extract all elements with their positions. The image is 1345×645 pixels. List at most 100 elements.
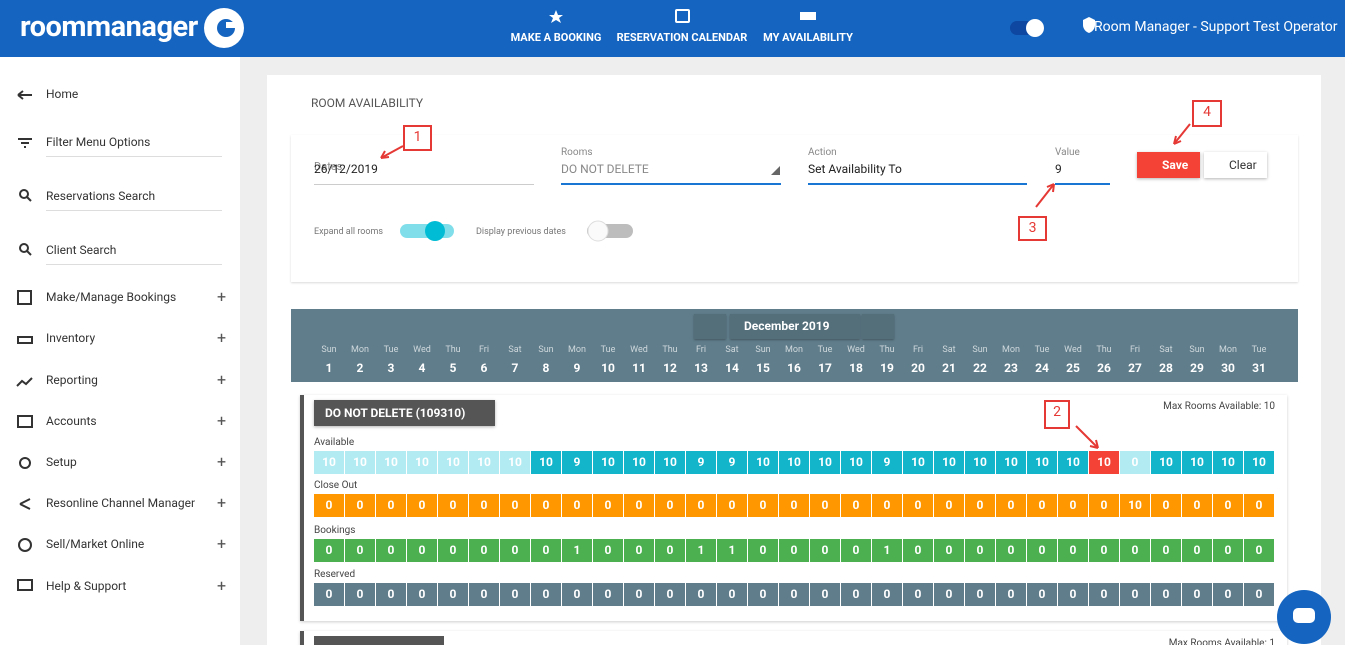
menu-item[interactable]: Resonline Channel Manager [46,496,196,510]
cell[interactable]: 0 [376,583,406,606]
room-name[interactable]: DO NOT DELETE (109310) [314,400,495,426]
cell[interactable]: 0 [1182,494,1212,517]
cell[interactable]: 0 [407,539,437,562]
cell[interactable]: 0 [1151,583,1181,606]
cell[interactable]: 0 [965,494,995,517]
cell[interactable]: 0 [934,539,964,562]
field-value[interactable]: 26/12/2019 [314,162,378,176]
cell[interactable]: 0 [1120,539,1150,562]
cell[interactable]: 10 [500,451,530,474]
cell[interactable]: 9 [562,451,592,474]
cell[interactable]: 0 [531,583,561,606]
cell[interactable]: 10 [810,451,840,474]
cell[interactable]: 10 [376,451,406,474]
cell[interactable]: 0 [1151,494,1181,517]
cell[interactable]: 9 [717,451,747,474]
menu-item[interactable]: Home [46,87,79,101]
cell[interactable]: 0 [531,494,561,517]
cell[interactable]: 0 [655,494,685,517]
cell[interactable]: 10 [345,451,375,474]
cell[interactable]: 1 [686,539,716,562]
cell[interactable]: 0 [779,494,809,517]
cell[interactable]: 10 [407,451,437,474]
cell[interactable]: 9 [686,451,716,474]
cell[interactable]: 0 [438,539,468,562]
cell[interactable]: 0 [872,494,902,517]
menu-item[interactable]: Client Search [46,243,117,257]
cell[interactable]: 0 [500,539,530,562]
cell[interactable]: 0 [1182,539,1212,562]
cell[interactable]: 0 [717,583,747,606]
cell[interactable]: 0 [562,583,592,606]
cell[interactable]: 9 [872,451,902,474]
cell[interactable]: 0 [934,583,964,606]
cell[interactable]: 0 [314,494,344,517]
cell[interactable]: 10 [1120,494,1150,517]
menu-item[interactable]: Reservations Search [46,189,156,203]
expand-icon[interactable]: + [217,411,227,430]
cell[interactable]: 0 [996,583,1026,606]
cell[interactable]: 0 [872,583,902,606]
cell[interactable]: 10 [1244,451,1274,474]
expand-icon[interactable]: + [217,534,227,553]
cell[interactable]: 0 [1027,583,1057,606]
cell[interactable]: 0 [779,583,809,606]
clear-button[interactable]: Clear [1204,152,1267,178]
cell[interactable]: 0 [345,583,375,606]
cell[interactable]: 0 [686,494,716,517]
cell[interactable]: 10 [1182,451,1212,474]
expand-icon[interactable]: + [217,328,227,347]
field-value[interactable]: Set Availability To [808,162,902,176]
cell[interactable]: 0 [1120,583,1150,606]
cell[interactable]: 10 [841,451,871,474]
cell[interactable]: 0 [1244,583,1274,606]
cell[interactable]: 0 [748,539,778,562]
cell[interactable]: 1 [562,539,592,562]
menu-item[interactable]: Inventory [46,331,96,345]
cell[interactable]: 0 [810,494,840,517]
cell[interactable]: 0 [1120,451,1150,474]
cell[interactable]: 10 [1058,451,1088,474]
cell[interactable]: 10 [965,451,995,474]
cell[interactable]: 10 [624,451,654,474]
field-value[interactable]: DO NOT DELETE [561,162,649,176]
cell[interactable]: 0 [500,583,530,606]
cell[interactable]: 10 [996,451,1026,474]
menu-item[interactable]: Help & Support [46,579,127,593]
cell[interactable]: 0 [345,494,375,517]
cell[interactable]: 0 [965,583,995,606]
expand-icon[interactable]: + [217,493,227,512]
cell[interactable]: 10 [469,451,499,474]
cell[interactable]: 10 [748,451,778,474]
cell[interactable]: 0 [965,539,995,562]
cell[interactable]: 10 [1213,451,1243,474]
cell[interactable]: 0 [531,539,561,562]
cell[interactable]: 0 [1027,494,1057,517]
cell[interactable]: 10 [655,451,685,474]
cell[interactable]: 0 [1244,539,1274,562]
cell[interactable]: 0 [376,539,406,562]
cell[interactable]: 0 [810,583,840,606]
cell[interactable]: 0 [903,539,933,562]
menu-item[interactable]: Accounts [46,414,97,428]
menu-item[interactable]: Sell/Market Online [46,537,145,551]
user-name[interactable]: Room Manager - Support Test Operator [1094,19,1338,35]
cell[interactable]: 10 [1089,451,1119,474]
cell[interactable]: 0 [407,494,437,517]
month-select[interactable]: December 2019 [730,314,860,339]
menu-item[interactable]: Filter Menu Options [46,135,151,149]
cell[interactable]: 0 [996,494,1026,517]
cell[interactable]: 0 [1213,494,1243,517]
cell[interactable]: 0 [779,539,809,562]
menu-item[interactable]: Reporting [46,373,98,387]
cell[interactable]: 0 [624,494,654,517]
cell[interactable]: 10 [593,451,623,474]
menu-item[interactable]: Setup [46,455,77,469]
expand-icon[interactable]: + [217,370,227,389]
cell[interactable]: 0 [841,539,871,562]
cell[interactable]: 0 [655,583,685,606]
cell[interactable]: 10 [438,451,468,474]
menu-item[interactable]: Make/Manage Bookings [46,290,177,304]
cell[interactable]: 0 [810,539,840,562]
cell[interactable]: 0 [1244,494,1274,517]
